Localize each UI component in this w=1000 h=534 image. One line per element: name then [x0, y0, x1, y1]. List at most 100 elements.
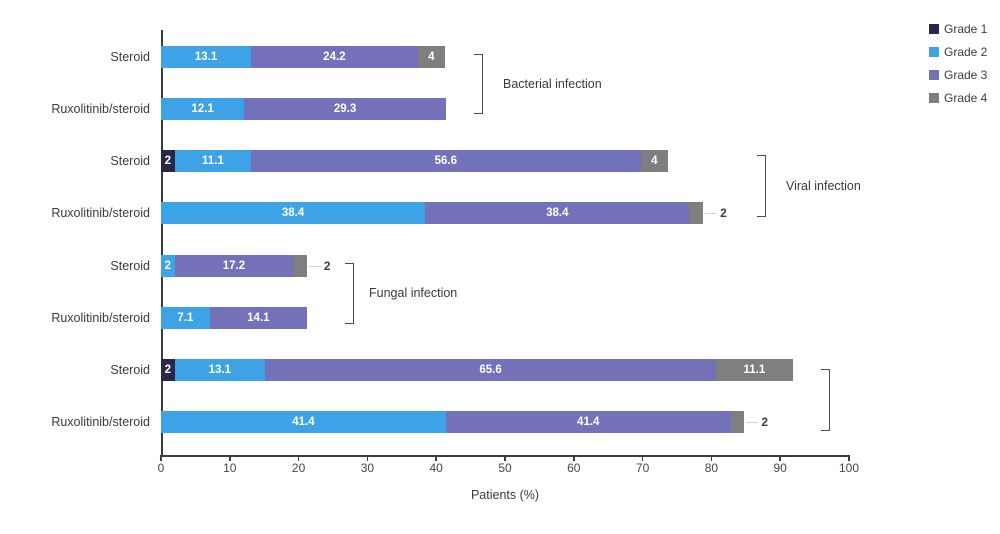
leader-line [746, 421, 759, 423]
legend-item: Grade 1 [929, 22, 987, 36]
x-axis-tick-label: 70 [635, 461, 650, 475]
outside-value-label: 2 [323, 259, 331, 273]
x-axis-tick [641, 455, 644, 461]
legend-label: Grade 4 [944, 91, 988, 105]
category-label: Ruxolitinib/steroid [51, 102, 150, 116]
x-axis-tick-label: 10 [223, 461, 237, 475]
legend-label: Grade 2 [944, 45, 988, 59]
category-label: Steroid [110, 259, 150, 273]
bar-value-label: 14.1 [247, 312, 270, 324]
legend-swatch [929, 70, 939, 80]
x-axis-tick [160, 455, 162, 461]
bar-segment: 2 [161, 150, 175, 172]
x-axis-tick-label: 0 [157, 461, 165, 475]
x-axis-tick [779, 455, 781, 461]
leader-line [705, 212, 718, 214]
legend-label: Grade 3 [944, 68, 988, 82]
bar-segment: 2 [161, 359, 175, 381]
x-axis-tick-label: 60 [567, 461, 581, 475]
group-label: Fungal infection [369, 286, 458, 300]
x-axis-tick-label: 20 [291, 461, 306, 475]
legend-item: Grade 3 [929, 68, 987, 82]
group-bracket [474, 54, 483, 114]
bar-value-label: 2 [164, 155, 172, 167]
bar-segment: 7.1 [161, 307, 210, 329]
legend: Grade 1 Grade 2 Grade 3 Grade 4 [929, 22, 987, 105]
bar-value-label: 7.1 [177, 312, 194, 324]
bar-segment: 11.1 [174, 150, 252, 172]
legend-swatch [929, 47, 939, 57]
bar-segment: 4 [417, 46, 446, 68]
bar-value-label: 38.4 [281, 207, 305, 219]
bar-segment: 4 [640, 150, 669, 172]
bar-value-label: 4 [651, 155, 658, 167]
legend-item: Grade 2 [929, 45, 987, 59]
x-axis-tick [848, 455, 850, 461]
group-bracket [757, 155, 766, 217]
x-axis-tick [710, 455, 713, 461]
x-axis-tick [297, 455, 300, 461]
x-axis-tick-label: 100 [838, 461, 860, 475]
legend-label: Grade 1 [944, 22, 988, 36]
category-label: Steroid [110, 154, 150, 168]
bar-value-label: 41.4 [292, 416, 315, 428]
bar-value-label: 13.1 [194, 51, 218, 63]
category-label: Ruxolitinib/steroid [51, 415, 150, 429]
x-axis-tick [435, 455, 437, 461]
x-axis-tick-label: 30 [360, 461, 375, 475]
bar-segment: 41.4 [161, 411, 446, 433]
category-label: Ruxolitinib/steroid [51, 206, 150, 220]
bar-segment [689, 202, 704, 224]
legend-swatch [929, 24, 939, 34]
category-label: Ruxolitinib/steroid [51, 311, 150, 325]
category-label: Steroid [110, 50, 150, 64]
outside-value-label: 2 [720, 206, 727, 220]
bar-segment: 24.2 [251, 46, 418, 68]
group-label: Bacterial infection [503, 77, 602, 91]
x-axis-tick-label: 80 [704, 461, 719, 475]
x-axis-tick-label: 90 [773, 461, 787, 475]
bar-segment [293, 255, 307, 277]
bar-value-label: 29.3 [333, 103, 357, 115]
category-label: Steroid [110, 363, 150, 377]
outside-value-label: 2 [761, 415, 769, 429]
bar-segment: 14.1 [209, 307, 307, 329]
bar-value-label: 4 [428, 51, 435, 63]
x-axis-tick [366, 455, 369, 461]
x-axis-tick [573, 455, 575, 461]
legend-swatch [929, 93, 939, 103]
bar-segment: 11.1 [716, 359, 793, 381]
bar-value-label: 2 [164, 364, 172, 376]
bar-value-label: 17.2 [222, 260, 246, 272]
x-axis-tick [229, 455, 231, 461]
bar-value-label: 56.6 [434, 155, 458, 167]
bar-value-label: 11.1 [743, 364, 766, 376]
bar-segment: 41.4 [445, 411, 731, 433]
bar-segment: 38.4 [161, 202, 426, 224]
bar-value-label: 65.6 [479, 364, 502, 376]
bar-value-label: 2 [164, 260, 172, 272]
x-axis-title: Patients (%) [470, 488, 540, 502]
bar-segment: 12.1 [161, 98, 245, 120]
y-axis-line [161, 30, 163, 455]
group-label: Viral infection [786, 179, 861, 193]
x-axis-tick [504, 455, 506, 461]
x-axis-tick-label: 50 [498, 461, 512, 475]
leader-line [308, 265, 321, 267]
bar-segment: 2 [161, 255, 175, 277]
bar-segment: 56.6 [251, 150, 641, 172]
bar-segment: 65.6 [264, 359, 717, 381]
bar-value-label: 38.4 [546, 207, 569, 219]
bar-value-label: 11.1 [202, 155, 224, 167]
bar-segment: 17.2 [174, 255, 294, 277]
bar-segment: 13.1 [161, 46, 252, 68]
group-bracket [345, 263, 354, 324]
bar-value-label: 12.1 [191, 103, 214, 115]
bar-segment: 13.1 [174, 359, 265, 381]
bar-value-label: 13.1 [208, 364, 231, 376]
bar-value-label: 41.4 [577, 416, 600, 428]
bar-value-label: 24.2 [323, 51, 346, 63]
legend-item: Grade 4 [929, 91, 987, 105]
